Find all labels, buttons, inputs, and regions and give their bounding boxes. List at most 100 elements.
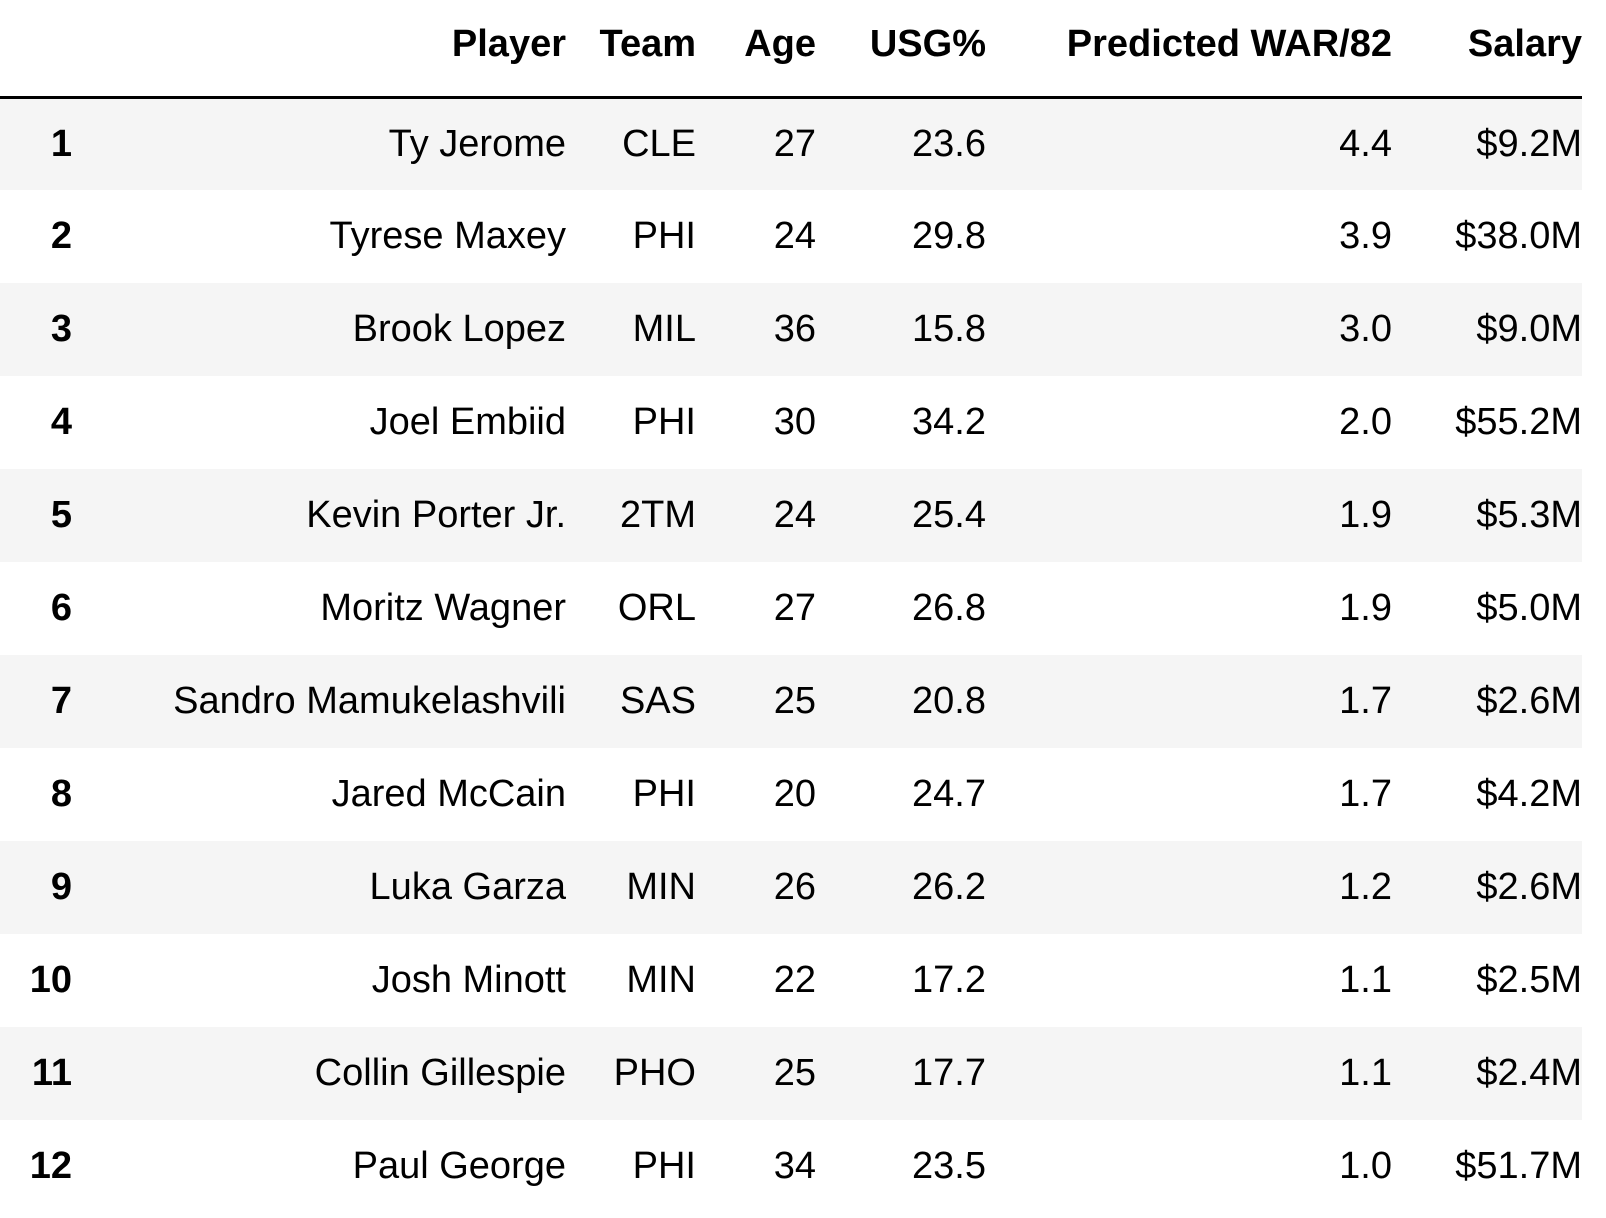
cell-usg: 20.8 <box>912 680 986 722</box>
header-row: Player Team Age USG% Predicted WAR/82 Sa… <box>0 0 1582 99</box>
cell-salary: $2.5M <box>1476 959 1582 1001</box>
cell-predicted-war: 1.9 <box>1339 587 1392 629</box>
cell-age: 27 <box>773 122 816 165</box>
cell-player: Moritz Wagner <box>320 587 566 629</box>
cell-team: MIL <box>632 308 696 350</box>
cell-team: CLE <box>622 122 696 165</box>
cell-age: 22 <box>773 959 816 1001</box>
cell-team: PHI <box>632 401 696 443</box>
table-row: 1 Ty Jerome CLE 27 23.6 4.4 $9.2M <box>0 97 1582 190</box>
cell-usg: 29.8 <box>912 215 986 257</box>
cell-salary: $55.2M <box>1455 401 1582 443</box>
cell-salary: $4.2M <box>1476 773 1582 815</box>
table-row: 9 Luka Garza MIN 26 26.2 1.2 $2.6M <box>0 841 1582 934</box>
cell-salary: $9.0M <box>1476 308 1582 350</box>
cell-player: Collin Gillespie <box>314 1052 566 1094</box>
row-index: 3 <box>50 308 72 350</box>
cell-salary: $2.6M <box>1476 866 1582 908</box>
cell-usg: 17.2 <box>912 959 986 1001</box>
row-index: 1 <box>50 122 72 165</box>
cell-salary: $51.7M <box>1455 1145 1582 1187</box>
cell-predicted-war: 1.0 <box>1339 1145 1392 1187</box>
header-player: Player <box>108 0 566 99</box>
header-team: Team <box>566 0 696 99</box>
row-index: 6 <box>50 587 72 629</box>
cell-team: PHI <box>632 1145 696 1187</box>
table-row: 6 Moritz Wagner ORL 27 26.8 1.9 $5.0M <box>0 562 1582 655</box>
cell-predicted-war: 1.7 <box>1339 773 1392 815</box>
table-row: 7 Sandro Mamukelashvili SAS 25 20.8 1.7 … <box>0 655 1582 748</box>
cell-team: PHI <box>632 215 696 257</box>
cell-usg: 25.4 <box>912 494 986 536</box>
row-index: 11 <box>31 1052 72 1094</box>
cell-usg: 23.6 <box>912 122 986 165</box>
table-row: 10 Josh Minott MIN 22 17.2 1.1 $2.5M <box>0 934 1582 1027</box>
cell-salary: $38.0M <box>1455 215 1582 257</box>
table-row: 5 Kevin Porter Jr. 2TM 24 25.4 1.9 $5.3M <box>0 469 1582 562</box>
table-row: 12 Paul George PHI 34 23.5 1.0 $51.7M <box>0 1120 1582 1213</box>
cell-player: Josh Minott <box>371 959 566 1001</box>
cell-age: 30 <box>773 401 816 443</box>
cell-salary: $2.6M <box>1476 680 1582 722</box>
table-row: 3 Brook Lopez MIL 36 15.8 3.0 $9.0M <box>0 283 1582 376</box>
row-index: 7 <box>50 680 72 722</box>
cell-predicted-war: 1.1 <box>1339 1052 1392 1094</box>
cell-predicted-war: 4.4 <box>1339 122 1392 165</box>
header-usg: USG% <box>816 0 986 99</box>
cell-age: 24 <box>773 494 816 536</box>
row-index: 10 <box>29 959 72 1001</box>
cell-salary: $5.3M <box>1476 494 1582 536</box>
cell-salary: $5.0M <box>1476 587 1582 629</box>
cell-usg: 17.7 <box>912 1052 986 1094</box>
cell-player: Paul George <box>352 1145 566 1187</box>
table-row: 11 Collin Gillespie PHO 25 17.7 1.1 $2.4… <box>0 1027 1582 1120</box>
row-index: 4 <box>50 401 72 443</box>
table-row: 4 Joel Embiid PHI 30 34.2 2.0 $55.2M <box>0 376 1582 469</box>
row-index: 5 <box>50 494 72 536</box>
cell-player: Tyrese Maxey <box>329 215 566 257</box>
cell-team: MIN <box>626 959 696 1001</box>
header-salary: Salary <box>1392 0 1582 99</box>
cell-salary: $9.2M <box>1476 122 1582 165</box>
cell-usg: 24.7 <box>912 773 986 815</box>
cell-age: 26 <box>773 866 816 908</box>
table-body: 1 Ty Jerome CLE 27 23.6 4.4 $9.2M 2 Tyre… <box>0 97 1582 1213</box>
cell-team: 2TM <box>620 494 696 536</box>
cell-player: Ty Jerome <box>388 122 566 165</box>
table-row: 2 Tyrese Maxey PHI 24 29.8 3.9 $38.0M <box>0 190 1582 283</box>
cell-team: PHI <box>632 773 696 815</box>
cell-age: 24 <box>773 215 816 257</box>
row-index: 9 <box>50 866 72 908</box>
row-index: 8 <box>50 773 72 815</box>
cell-player: Joel Embiid <box>369 401 566 443</box>
cell-age: 36 <box>773 308 816 350</box>
row-index: 2 <box>50 215 72 257</box>
cell-age: 27 <box>773 587 816 629</box>
header-age: Age <box>696 0 816 99</box>
cell-usg: 15.8 <box>912 308 986 350</box>
cell-player: Sandro Mamukelashvili <box>173 680 566 722</box>
header-predicted-war: Predicted WAR/82 <box>986 0 1392 99</box>
cell-predicted-war: 1.2 <box>1339 866 1392 908</box>
table-row: 8 Jared McCain PHI 20 24.7 1.7 $4.2M <box>0 748 1582 841</box>
cell-team: MIN <box>626 866 696 908</box>
cell-usg: 23.5 <box>912 1145 986 1187</box>
cell-player: Kevin Porter Jr. <box>306 494 566 536</box>
cell-player: Luka Garza <box>369 866 566 908</box>
cell-player: Jared McCain <box>331 773 566 815</box>
table-header: Player Team Age USG% Predicted WAR/82 Sa… <box>0 0 1582 99</box>
cell-predicted-war: 2.0 <box>1339 401 1392 443</box>
row-index: 12 <box>29 1145 72 1187</box>
cell-team: ORL <box>617 587 696 629</box>
cell-salary: $2.4M <box>1476 1052 1582 1094</box>
cell-predicted-war: 1.1 <box>1339 959 1392 1001</box>
cell-predicted-war: 3.0 <box>1339 308 1392 350</box>
cell-age: 25 <box>773 1052 816 1094</box>
header-index <box>0 0 108 99</box>
cell-team: SAS <box>619 680 696 722</box>
cell-predicted-war: 1.7 <box>1339 680 1392 722</box>
cell-predicted-war: 1.9 <box>1339 494 1392 536</box>
cell-usg: 26.2 <box>912 866 986 908</box>
cell-predicted-war: 3.9 <box>1339 215 1392 257</box>
